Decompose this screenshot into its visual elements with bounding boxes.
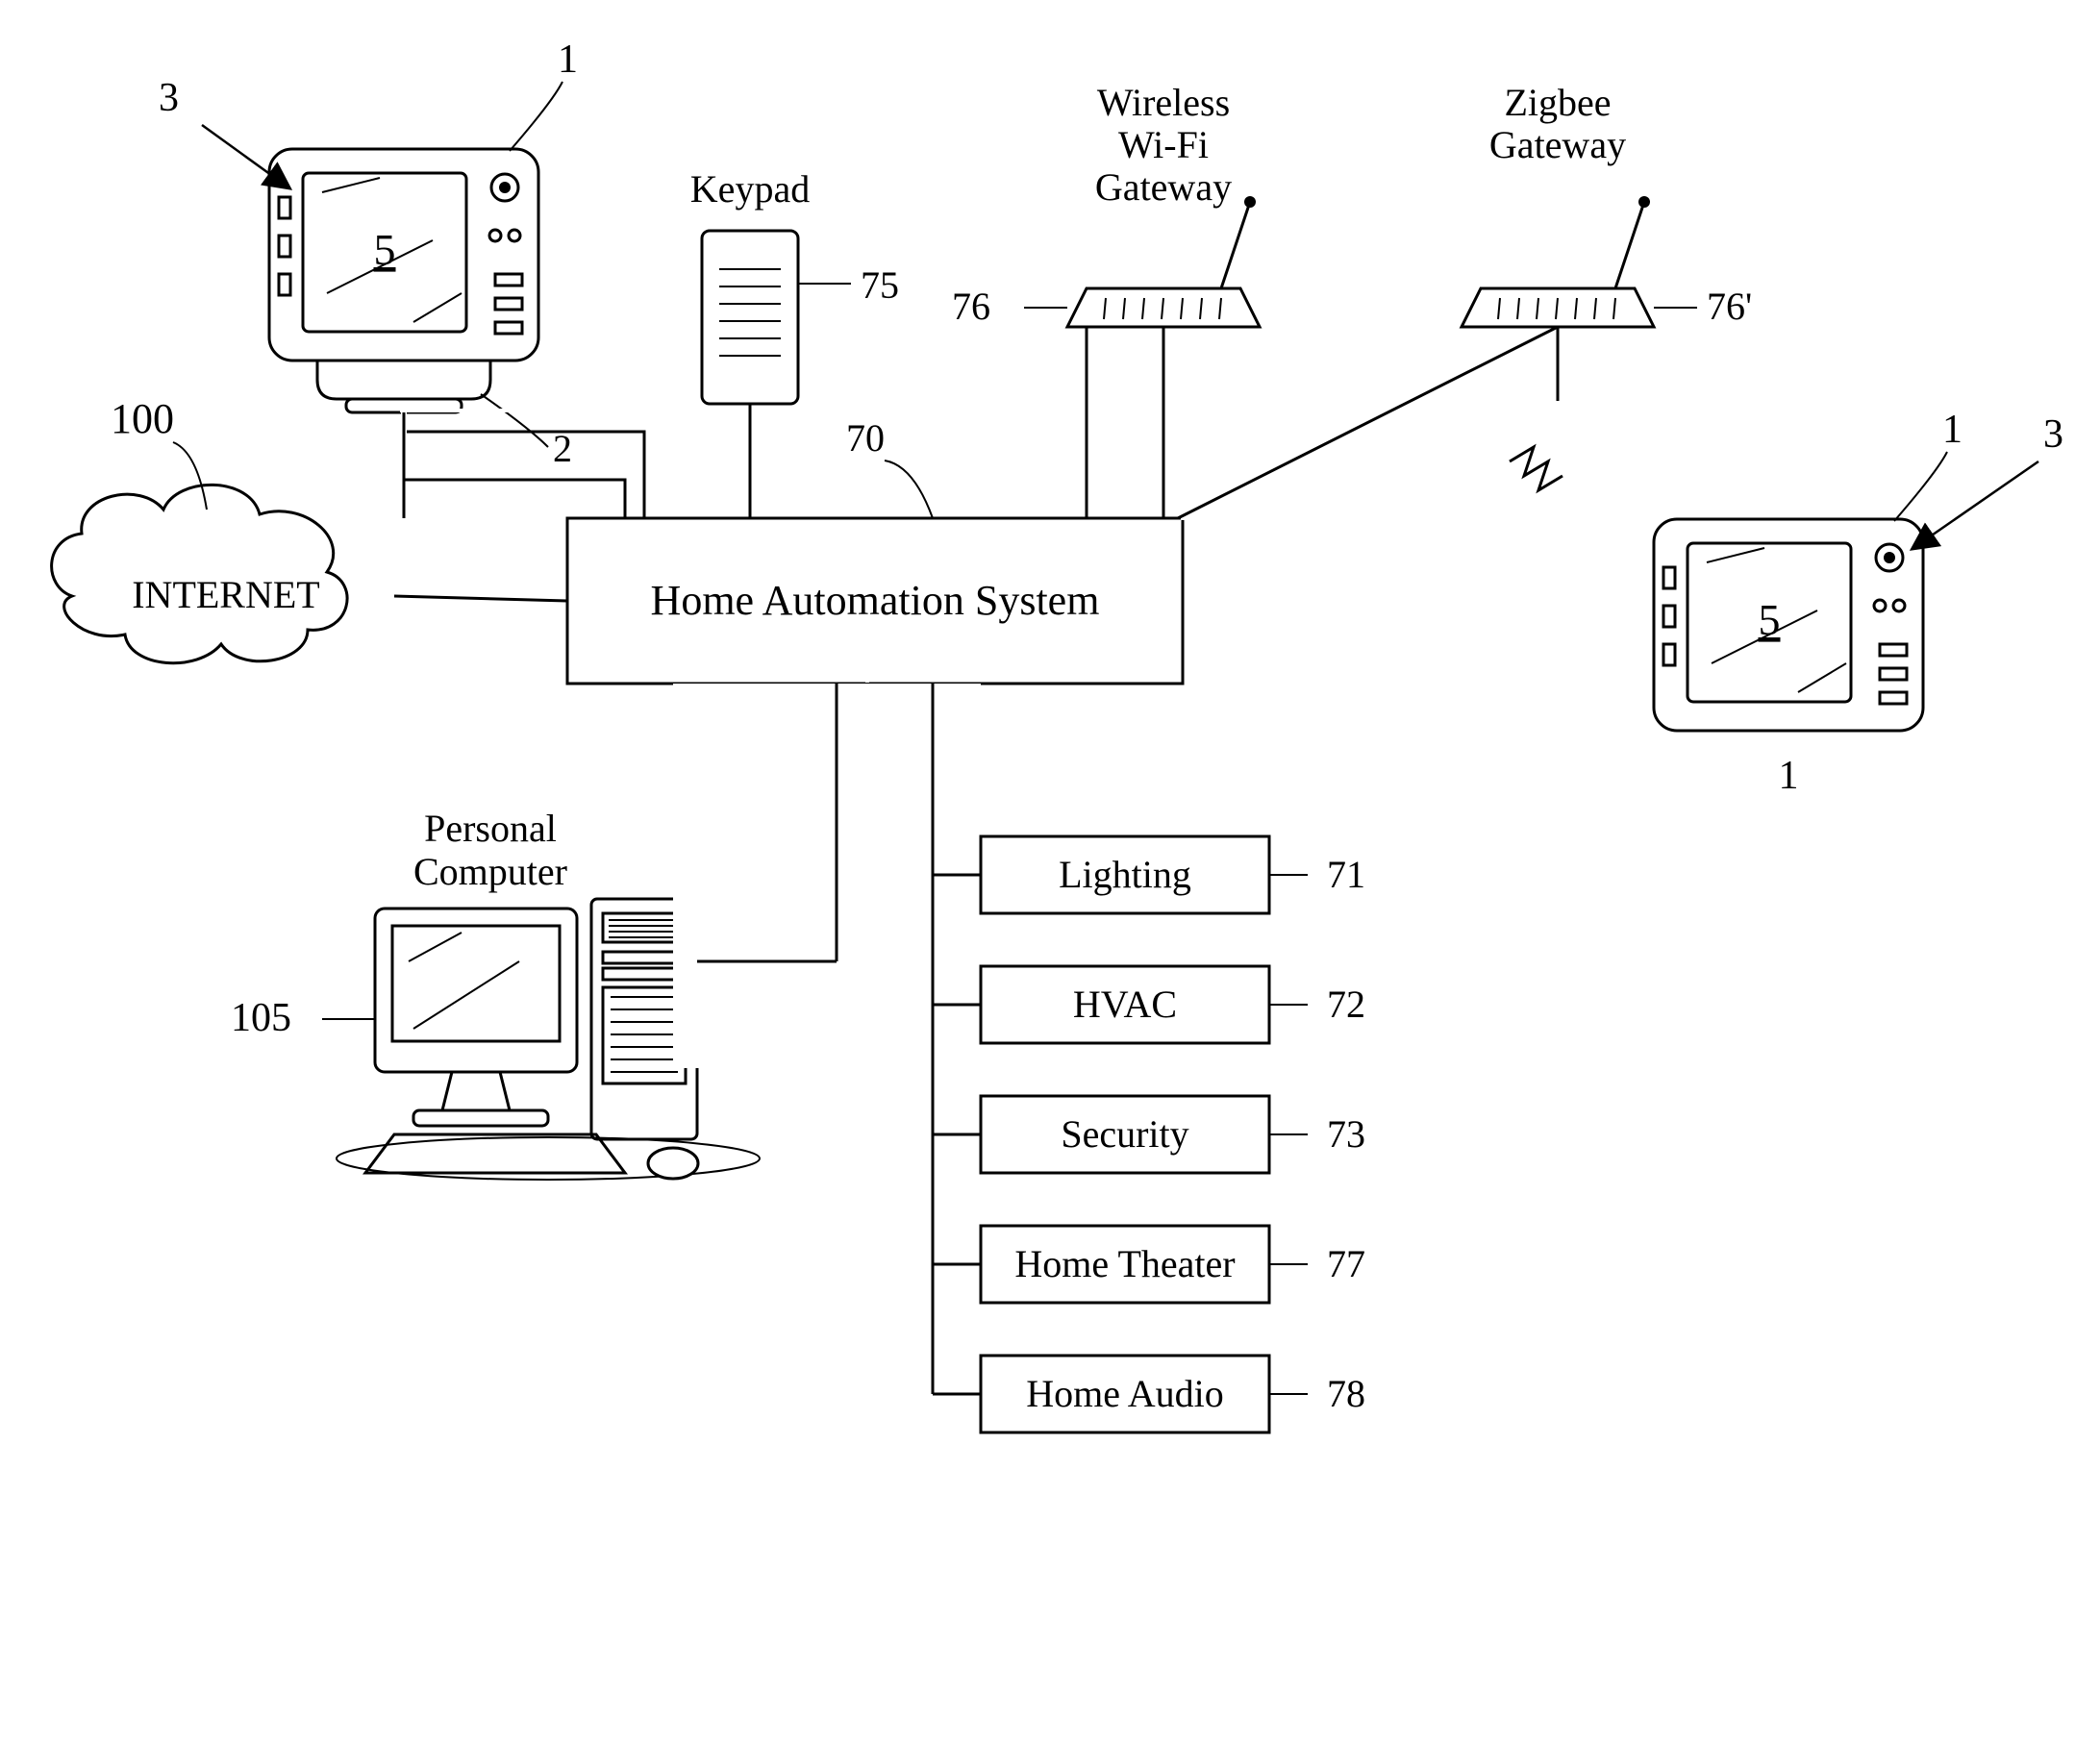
- ref-arrow: 3: [159, 76, 179, 120]
- subsystem-label: Lighting: [1059, 853, 1191, 896]
- gateway-ref: 76': [1707, 285, 1752, 328]
- ref-100: 100: [111, 395, 174, 442]
- pc-label-1: Personal: [424, 807, 557, 850]
- tablet-button-icon: [495, 274, 522, 286]
- ref-70: 70: [846, 416, 885, 460]
- subsystem-ref: 77: [1327, 1242, 1365, 1285]
- subsystem-ref: 71: [1327, 853, 1365, 896]
- gateway-label: Wireless: [1097, 81, 1230, 124]
- mouse-icon: [648, 1148, 698, 1179]
- tablet-dock-icon: [317, 361, 490, 399]
- ref-105: 105: [231, 996, 291, 1040]
- subsystem-label: Home Theater: [1014, 1242, 1235, 1285]
- ref-75: 75: [861, 263, 899, 307]
- subsystem-ref: 73: [1327, 1112, 1365, 1156]
- pc-screen-icon: [392, 926, 560, 1041]
- tablet-button-icon: [495, 298, 522, 310]
- keyboard-icon: [365, 1134, 625, 1173]
- tablet-speaker-icon: [1663, 567, 1675, 588]
- keypad-label: Keypad: [690, 167, 810, 211]
- ref-tablet: 1: [558, 37, 578, 82]
- subsystem-ref: 72: [1327, 983, 1365, 1026]
- gateway-label: Zigbee: [1504, 81, 1611, 124]
- antenna-tip-icon: [1244, 196, 1256, 208]
- internet-label: INTERNET: [132, 573, 320, 616]
- keypad-icon: [702, 231, 798, 404]
- tablet-speaker-icon: [279, 197, 290, 218]
- ref-screen: 5: [1759, 595, 1781, 644]
- ref-screen: 5: [374, 225, 396, 274]
- gateway-ref: 76: [952, 285, 990, 328]
- ref-arrow: 3: [2043, 412, 2063, 457]
- tablet-speaker-icon: [1663, 606, 1675, 627]
- ref-dock: 2: [553, 427, 572, 470]
- gateway-label: Wi-Fi: [1118, 123, 1209, 166]
- subsystem-ref: 78: [1327, 1372, 1365, 1415]
- subsystem-label: Security: [1061, 1112, 1188, 1156]
- gateway-label: Gateway: [1489, 123, 1626, 166]
- tablet-speaker-icon: [279, 274, 290, 295]
- tablet-button-icon: [1880, 668, 1907, 680]
- subsystem-label: HVAC: [1073, 983, 1177, 1026]
- gateway-label: Gateway: [1095, 165, 1232, 209]
- pc-label-2: Computer: [413, 850, 567, 893]
- tablet-speaker-icon: [1663, 644, 1675, 665]
- tablet-button-icon: [1880, 644, 1907, 656]
- home-automation-system-label: Home Automation System: [651, 577, 1100, 624]
- tablet-button-icon: [495, 322, 522, 334]
- tablet-speaker-icon: [279, 236, 290, 257]
- ref-tablet-bottom: 1: [1779, 754, 1799, 798]
- subsystem-label: Home Audio: [1026, 1372, 1224, 1415]
- tablet-button-icon: [1880, 692, 1907, 704]
- ref-tablet: 1: [1942, 408, 1962, 452]
- antenna-tip-icon: [1638, 196, 1650, 208]
